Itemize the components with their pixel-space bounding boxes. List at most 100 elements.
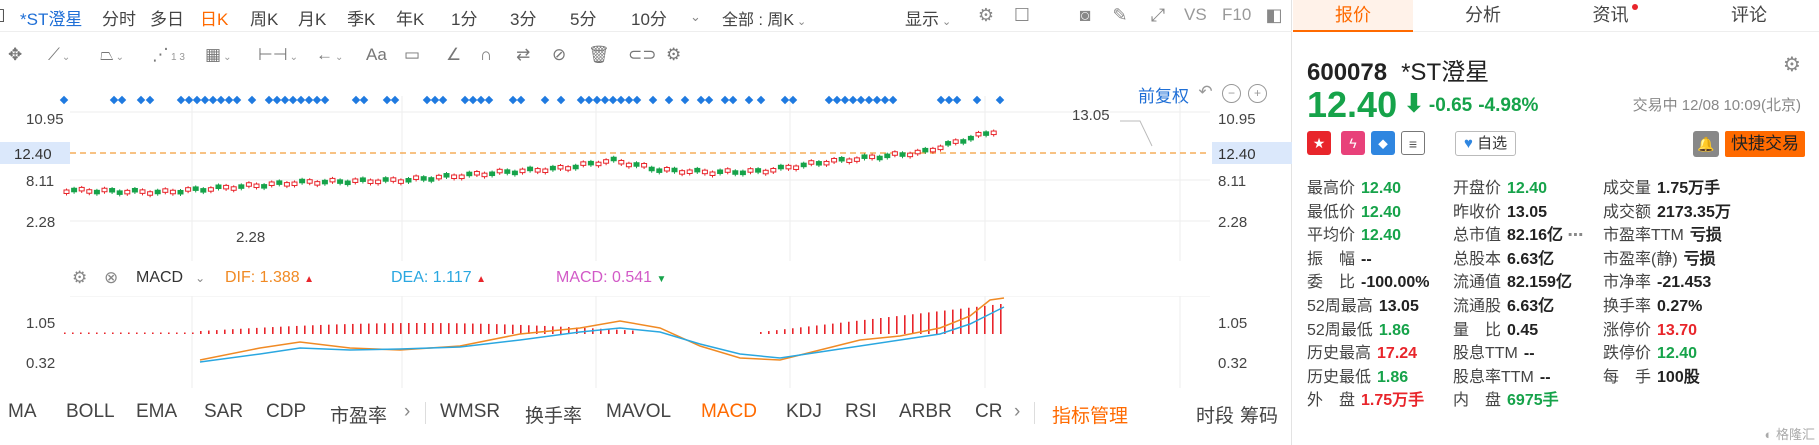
- flash-icon[interactable]: ϟ: [1341, 131, 1365, 155]
- candle-body: [473, 171, 480, 176]
- hide-icon[interactable]: ⊘: [552, 45, 567, 64]
- tool-settings-icon[interactable]: ⚙: [666, 45, 682, 64]
- polyline-tool-icon[interactable]: ⏢ ⌄: [100, 45, 124, 64]
- color-box-icon[interactable]: ☐: [1013, 5, 1031, 25]
- trash-icon[interactable]: 🗑: [588, 45, 610, 64]
- ray-tool-icon[interactable]: ⋰ 1 3: [152, 45, 185, 64]
- comment-tool-icon[interactable]: ▭: [404, 45, 421, 64]
- quote-label: 总市值: [1453, 227, 1502, 245]
- candle-body: [869, 154, 876, 160]
- tag-icon[interactable]: ⬥: [1371, 131, 1395, 155]
- tab-kdj[interactable]: KDJ: [786, 401, 822, 422]
- candle-body: [679, 170, 686, 175]
- candle-body: [458, 174, 465, 180]
- tab-1min[interactable]: 1分: [451, 10, 478, 29]
- sidebar-toggle-icon[interactable]: ▯: [0, 5, 6, 24]
- signal-diamond: [540, 95, 550, 105]
- tab-news[interactable]: 资讯: [1555, 0, 1675, 32]
- camera-icon[interactable]: ◙: [1079, 5, 1091, 25]
- chevron-right-icon[interactable]: ›: [1014, 401, 1021, 422]
- tab-duori[interactable]: 多日: [150, 10, 184, 29]
- notes-icon[interactable]: ≡: [1401, 131, 1425, 155]
- vs-button[interactable]: VS: [1184, 5, 1207, 24]
- f10-button[interactable]: F10: [1222, 5, 1252, 24]
- chevron-down-icon[interactable]: ⌄: [690, 9, 701, 24]
- tab-mavol[interactable]: MAVOL: [606, 401, 672, 422]
- tab-ema[interactable]: EMA: [136, 401, 178, 422]
- tab-10min[interactable]: 10分: [631, 10, 667, 29]
- stock-code: 600078: [1307, 59, 1388, 86]
- zoom-out-icon[interactable]: −: [1222, 84, 1241, 103]
- pencil-icon[interactable]: ✎: [1112, 5, 1128, 25]
- candle-body: [967, 135, 974, 141]
- quote-label: 成交额: [1603, 203, 1652, 221]
- chips-button[interactable]: 筹码: [1240, 406, 1279, 427]
- fib-tool-icon[interactable]: ▦ ⌄: [205, 45, 232, 64]
- tab-boll[interactable]: BOLL: [66, 401, 115, 422]
- panel-toggle-icon[interactable]: ◧: [1265, 5, 1283, 25]
- quote-cell: 52周最高 13.05: [1307, 292, 1419, 316]
- candlestick-chart[interactable]: 13.05 2.28 10.95 12.40 8.11 2.28 10.95 1…: [0, 76, 1292, 261]
- tab-sar[interactable]: SAR: [204, 401, 244, 422]
- tab-cdp[interactable]: CDP: [266, 401, 307, 422]
- macd-chart[interactable]: 1.05 0.32 1.05 0.32: [0, 296, 1292, 388]
- fullscreen-icon[interactable]: ⤢: [1150, 5, 1166, 25]
- angle-tool-icon[interactable]: ∠: [446, 45, 462, 64]
- tab-ma[interactable]: MA: [8, 401, 37, 422]
- tab-wmsr[interactable]: WMSR: [440, 401, 501, 422]
- period-button[interactable]: 时段: [1196, 406, 1235, 427]
- candle-body: [785, 164, 792, 170]
- sync-icon[interactable]: ⇄: [516, 45, 531, 64]
- line-tool-icon[interactable]: ⟋ ⌄: [48, 45, 71, 64]
- range-select[interactable]: 全部 : 周K ⌄: [722, 6, 806, 30]
- tab-pe[interactable]: 市盈率: [330, 406, 388, 427]
- tab-comments[interactable]: 评论: [1731, 5, 1767, 25]
- candle-body: [413, 175, 420, 180]
- chevron-right-icon[interactable]: ›: [404, 401, 411, 422]
- arrow-tool-icon[interactable]: ← ⌄: [316, 45, 344, 64]
- tab-turnover[interactable]: 换手率: [525, 406, 583, 427]
- zoom-in-icon[interactable]: +: [1248, 84, 1267, 103]
- indicator-close-icon[interactable]: ⊗: [104, 268, 119, 287]
- measure-tool-icon[interactable]: ⊢⊣ ⌄: [258, 45, 299, 64]
- drawing-toolbar: ✥ ⟋ ⌄ ⏢ ⌄ ⋰ 1 3 ▦ ⌄ ⊢⊣ ⌄ ← ⌄ Aa ▭ ∠ ∩ ⇄ ⊘ 🗑 ⊂⊃…: [0, 38, 1292, 72]
- chevron-down-icon: ⌄: [195, 271, 206, 285]
- indicator-settings-icon[interactable]: ⚙: [72, 268, 88, 287]
- stock-selector[interactable]: *ST澄星: [20, 10, 83, 29]
- tab-yuek[interactable]: 月K: [298, 10, 327, 29]
- move-cross-icon[interactable]: ✥: [8, 45, 23, 64]
- high-annotation: 13.05: [1072, 107, 1110, 124]
- undo-icon[interactable]: ↶: [1198, 82, 1213, 101]
- tab-5min[interactable]: 5分: [570, 10, 597, 29]
- bell-icon[interactable]: 🔔: [1693, 131, 1719, 157]
- magnet-icon[interactable]: ∩: [480, 45, 493, 64]
- signal-diamond: [704, 95, 714, 105]
- quote-settings-icon[interactable]: ⚙: [1783, 54, 1801, 76]
- quick-trade-button[interactable]: 快捷交易: [1725, 131, 1805, 157]
- more-options-icon[interactable]: ⋯: [1563, 227, 1584, 245]
- tab-macd[interactable]: MACD: [701, 401, 757, 422]
- tab-rsi[interactable]: RSI: [845, 401, 877, 422]
- text-tool[interactable]: Aa: [366, 45, 387, 64]
- tab-zhouk[interactable]: 周K: [250, 10, 279, 29]
- link-icon[interactable]: ⊂⊃: [628, 45, 657, 64]
- tab-cr[interactable]: CR: [975, 401, 1003, 422]
- quote-cell: 流通值 82.159亿: [1453, 268, 1572, 292]
- tab-3min[interactable]: 3分: [510, 10, 537, 29]
- tab-fenshi[interactable]: 分时: [102, 10, 136, 29]
- tab-rik[interactable]: 日K: [200, 10, 229, 29]
- macd-bar: [264, 327, 266, 334]
- add-watchlist-button[interactable]: ♥ 自选: [1455, 131, 1517, 156]
- settings-gear-icon[interactable]: ⚙: [977, 5, 995, 25]
- display-menu[interactable]: 显示 ⌄: [905, 5, 951, 30]
- tab-analysis[interactable]: 分析: [1465, 5, 1501, 25]
- fuquan-button[interactable]: 前复权: [1138, 87, 1189, 106]
- candle-body: [154, 189, 161, 195]
- indicator-name[interactable]: MACD ⌄: [136, 269, 205, 287]
- tab-arbr[interactable]: ARBR: [899, 401, 952, 422]
- tab-quote[interactable]: 报价: [1293, 0, 1413, 32]
- tab-jik[interactable]: 季K: [347, 10, 376, 29]
- watermark-logo-icon: ◐: [1764, 427, 1773, 442]
- tab-niank[interactable]: 年K: [396, 10, 425, 29]
- indicator-manage-button[interactable]: 指标管理: [1052, 406, 1129, 427]
